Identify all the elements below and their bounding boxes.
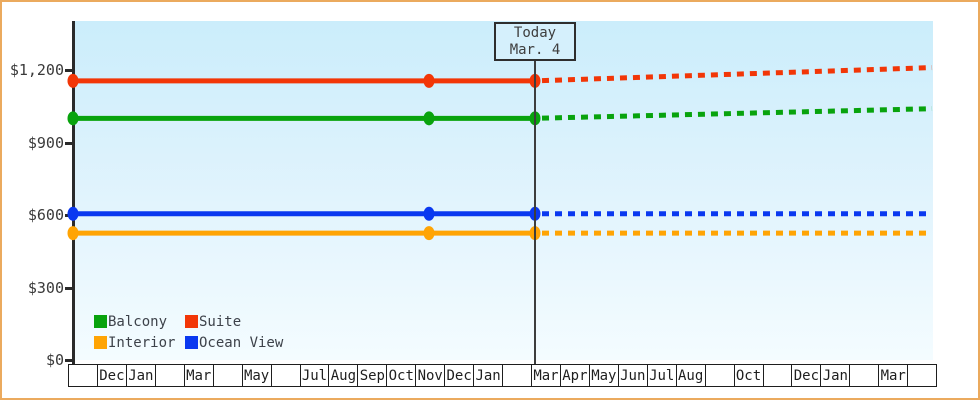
y-tick-mark [65, 286, 73, 290]
month-cell-empty [272, 365, 301, 386]
series-marker-interior [423, 226, 435, 241]
month-cell-mar: Mar [185, 365, 214, 386]
month-cell-empty [214, 365, 243, 386]
month-cell-dec: Dec [792, 365, 822, 386]
series-marker-ocean-view [423, 206, 435, 221]
series-marker-suite [423, 73, 435, 88]
month-cell-nov: Nov [416, 365, 446, 386]
month-cell-jan: Jan [127, 365, 156, 386]
y-tick-label: $600 [27, 206, 64, 224]
plot-area [74, 21, 933, 360]
today-box-date: Mar. 4 [509, 42, 561, 58]
month-cell-empty [69, 365, 98, 386]
month-cell-may: May [590, 365, 619, 386]
legend-label: Suite [199, 313, 242, 330]
legend-swatch-balcony [94, 315, 107, 328]
legend-swatch-interior [94, 336, 107, 349]
month-cell-empty [850, 365, 880, 386]
month-cell-may: May [243, 365, 272, 386]
month-cell-aug: Aug [329, 365, 359, 386]
y-tick-mark [65, 359, 73, 362]
month-cell-sep: Sep [358, 365, 388, 386]
y-tick-mark [65, 141, 73, 145]
legend-label: Balcony [108, 313, 168, 330]
today-line [534, 61, 536, 364]
month-cell-empty [156, 365, 185, 386]
legend-item-interior[interactable]: Interior [94, 334, 185, 351]
today-box: Today Mar. 4 [494, 22, 576, 61]
legend-swatch-ocean-view [185, 336, 198, 349]
y-tick-label: $300 [27, 278, 64, 297]
month-cell-empty [706, 365, 735, 386]
series-marker-suite [67, 73, 79, 88]
legend-label: Ocean View [199, 334, 284, 351]
legend-item-suite[interactable]: Suite [185, 313, 283, 330]
month-cell-oct: Oct [387, 365, 417, 386]
month-cell-jan: Jan [821, 365, 851, 386]
month-cell-mar: Mar [879, 365, 909, 386]
month-cell-dec: Dec [445, 365, 475, 386]
month-cell-jun: Jun [619, 365, 648, 386]
legend-item-balcony[interactable]: Balcony [94, 313, 185, 330]
y-axis-line [72, 21, 75, 364]
series-marker-balcony [67, 111, 79, 126]
month-cell-jul: Jul [301, 365, 330, 386]
series-marker-balcony [423, 111, 435, 126]
y-tick-label: $0 [45, 351, 64, 369]
series-marker-interior [67, 226, 79, 241]
legend-item-ocean-view[interactable]: Ocean View [185, 334, 284, 351]
today-box-title: Today [513, 25, 557, 41]
y-tick-label: $900 [27, 133, 64, 152]
series-projection-suite [541, 65, 933, 84]
month-cell-jan: Jan [474, 365, 504, 386]
legend-label: Interior [108, 334, 176, 351]
y-tick-mark [65, 69, 73, 72]
month-cell-empty [503, 365, 532, 386]
series-projection-balcony [541, 106, 933, 121]
month-cell-oct: Oct [735, 365, 764, 386]
month-cell-mar: Mar [532, 365, 561, 386]
legend: Balcony Suite Interior Ocean View [94, 313, 284, 351]
legend-swatch-suite [185, 315, 198, 328]
y-tick-label: $1,200 [9, 61, 64, 79]
month-cell-aug: Aug [677, 365, 706, 386]
month-cell-apr: Apr [561, 365, 590, 386]
series-marker-ocean-view [67, 206, 79, 221]
month-cell-jul: Jul [648, 365, 677, 386]
month-cell-dec: Dec [98, 365, 127, 386]
month-cell-empty [908, 365, 938, 386]
month-cell-empty [764, 365, 793, 386]
x-axis-month-strip: Dec Jan Mar May Jul Aug Sep Oct Nov Dec Jan Mar Apr M… [68, 364, 938, 387]
